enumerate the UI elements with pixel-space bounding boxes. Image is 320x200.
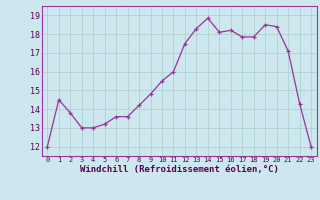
X-axis label: Windchill (Refroidissement éolien,°C): Windchill (Refroidissement éolien,°C) bbox=[80, 165, 279, 174]
